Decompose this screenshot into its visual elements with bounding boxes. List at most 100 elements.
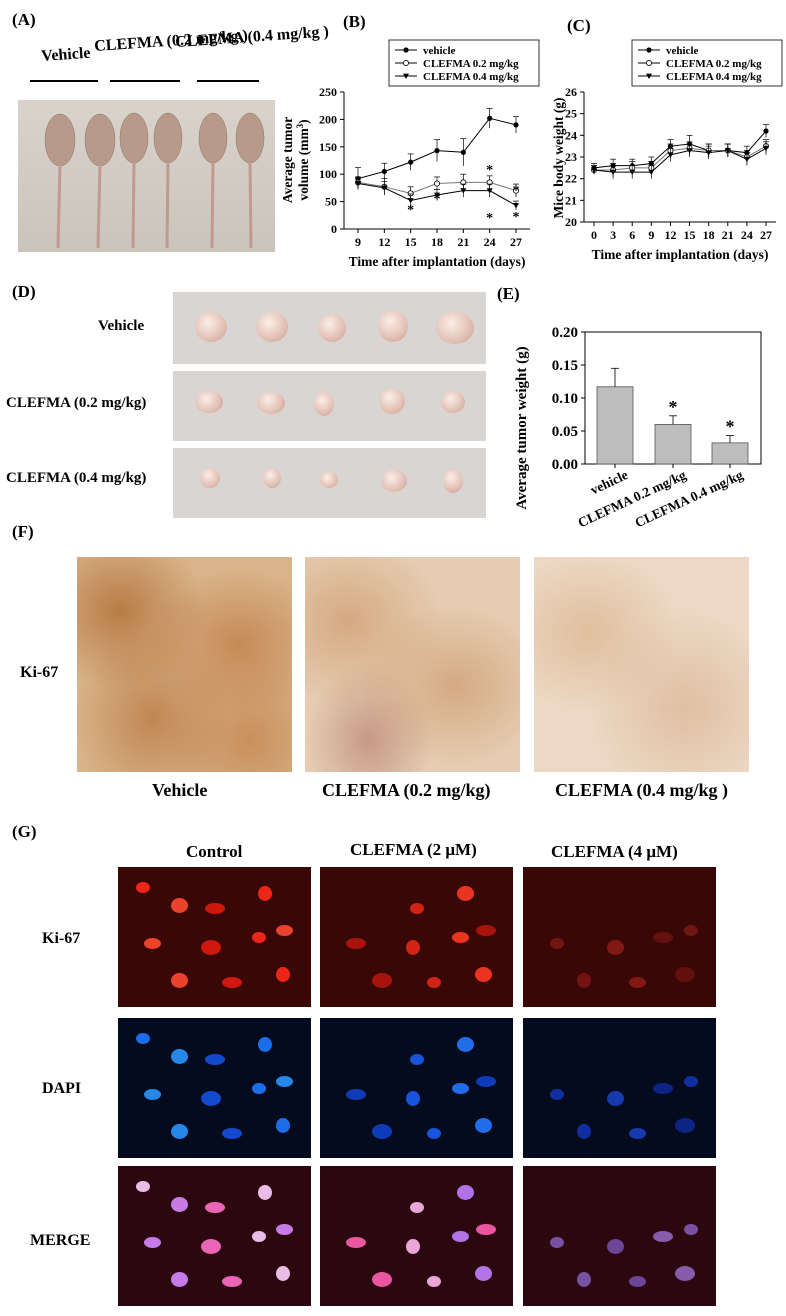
nucleus [170, 1272, 188, 1288]
nucleus [135, 1181, 150, 1193]
tumor [256, 312, 288, 342]
fluo-image-merge-clefma-2 [320, 1166, 513, 1306]
row-label-vehicle: Vehicle [98, 318, 145, 334]
legend-label: vehicle [423, 45, 455, 57]
nucleus [457, 1036, 475, 1052]
ihc-image-clefma-04 [534, 557, 749, 772]
nucleus [576, 1272, 591, 1288]
nucleus [252, 1082, 267, 1094]
fluo-image-ki67-control [118, 867, 311, 1007]
y-tick-label: 250 [319, 85, 337, 99]
ihc-col-label-vehicle: Vehicle [152, 780, 208, 800]
nucleus [345, 937, 366, 949]
fluo-col-label-control: Control [186, 842, 243, 861]
marker-point [646, 60, 653, 67]
nucleus [675, 1118, 696, 1133]
marker-point [743, 156, 750, 163]
nucleus [607, 939, 625, 955]
panel-b-label: (B) [343, 12, 366, 31]
marker-point [667, 152, 674, 158]
nucleus [684, 1224, 699, 1236]
marker-point [433, 180, 440, 187]
nucleus [452, 931, 469, 943]
panel-g-label: (G) [12, 822, 37, 841]
y-tick-label: 0.05 [552, 424, 578, 440]
fluo-col-label-clefma-4: CLEFMA (4 μM) [551, 842, 678, 861]
legend-label: vehicle [666, 45, 698, 57]
y-tick-label: 0.15 [552, 358, 578, 374]
nucleus [257, 1036, 272, 1052]
nucleus [144, 937, 162, 949]
marker-point [460, 188, 467, 194]
panel-c-label: (C) [567, 16, 591, 35]
nucleus [405, 939, 420, 955]
legend-label: CLEFMA 0.4 mg/kg [423, 71, 519, 83]
x-tick-label: 12 [378, 235, 390, 249]
nucleus [276, 925, 294, 937]
y-tick-label: 200 [319, 112, 337, 126]
nucleus [345, 1088, 366, 1100]
nucleus [204, 1054, 225, 1066]
x-tick-label: 9 [355, 235, 361, 249]
chart-c-body-weight: 20 21 22 23 24 25 26 0 3 6 9 12 15 18 21 24 27 Time after… [551, 39, 783, 262]
nucleus [474, 1266, 492, 1281]
bar [711, 442, 749, 465]
mice-drawing [44, 112, 265, 249]
nucleus [652, 931, 673, 943]
bar [596, 386, 634, 465]
marker-point [407, 198, 414, 204]
x-tick-label: 24 [484, 235, 496, 249]
tumor [441, 391, 465, 413]
nucleus [204, 903, 225, 915]
tumor [436, 312, 474, 344]
nucleus [405, 1090, 420, 1106]
y-tick-label: 50 [325, 195, 337, 209]
tumor-photo-clefma-02 [173, 371, 486, 441]
tumor [443, 469, 463, 493]
panel-d-label: (D) [12, 282, 36, 301]
x-tick-label: 18 [431, 235, 443, 249]
nucleus [549, 1088, 564, 1100]
nucleus [652, 1230, 673, 1242]
marker-point [648, 169, 655, 176]
ihc-col-label-clefma-04: CLEFMA (0.4 mg/kg ) [555, 780, 728, 800]
nucleus [675, 1266, 696, 1281]
y-tick-label: 0.20 [552, 325, 578, 341]
marker-point [403, 60, 410, 67]
fluo-image-merge-clefma-4 [523, 1166, 716, 1306]
significance-star: * [669, 397, 678, 417]
nucleus [409, 903, 424, 915]
nucleus [427, 976, 442, 988]
tumor [263, 468, 281, 488]
y-tick-label: 23 [565, 150, 577, 164]
marker-point [513, 122, 519, 128]
nucleus [170, 1197, 188, 1213]
significance-star: * [486, 211, 493, 226]
fluo-row-label-dapi: DAPI [42, 1080, 82, 1097]
y-tick-label: 22 [565, 172, 577, 186]
x-tick-label: 6 [629, 228, 635, 242]
fluo-image-merge-control [118, 1166, 311, 1306]
tumor [381, 470, 407, 492]
nucleus [427, 1275, 442, 1287]
y-tick-label: 150 [319, 140, 337, 154]
nucleus [452, 1230, 469, 1242]
nucleus [474, 1118, 492, 1133]
nucleus [652, 1082, 673, 1094]
nucleus [427, 1127, 442, 1139]
x-axis-title: Time after implantation (days) [349, 254, 526, 269]
nucleus [170, 898, 188, 914]
nucleus [549, 937, 564, 949]
marker-point [487, 115, 493, 121]
nucleus [135, 882, 150, 894]
nucleus [474, 967, 492, 982]
x-tick-label: 9 [648, 228, 654, 242]
marker-point [646, 47, 652, 53]
nucleus [549, 1236, 564, 1248]
y-axis-title: Average tumorvolume (mm3) [280, 117, 311, 203]
marker-point [434, 192, 440, 199]
nucleus [684, 925, 699, 937]
nucleus [276, 1224, 294, 1236]
ihc-row-label: Ki-67 [20, 664, 59, 681]
x-tick-label: 18 [703, 228, 715, 242]
